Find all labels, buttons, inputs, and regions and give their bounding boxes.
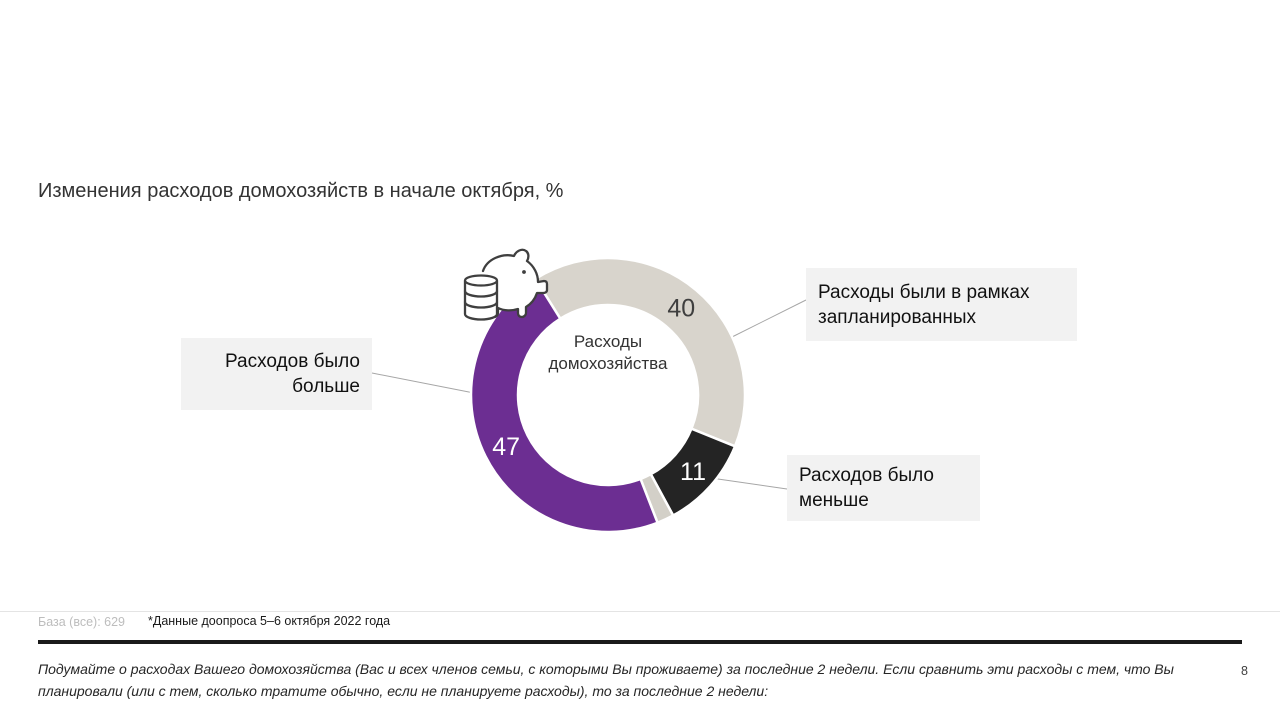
page-title: Изменения расходов домохозяйств в начале… xyxy=(38,180,564,202)
divider-faint xyxy=(0,611,1280,612)
page-number: 8 xyxy=(1241,664,1248,678)
center-label-line1: Расходы xyxy=(573,332,643,351)
callout-planned: Расходы были в рамках запланированных xyxy=(806,268,1077,341)
callout-less: Расходов было меньше xyxy=(787,455,980,521)
divider-thick xyxy=(38,640,1242,644)
donut-segment xyxy=(533,256,747,448)
donut-center-label: Расходы домохозяйства xyxy=(458,331,758,375)
donut-svg: 40 11 47 xyxy=(469,256,747,534)
segment-value-label: 47 xyxy=(492,433,520,461)
segment-value-label: 40 xyxy=(667,295,695,323)
callout-more-label: Расходов было больше xyxy=(225,351,360,397)
center-label-line2: домохозяйства xyxy=(548,354,668,373)
question-text: Подумайте о расходах Вашего домохозяйств… xyxy=(38,661,1174,699)
base-label: База (все): 629 xyxy=(38,615,125,629)
callout-more: Расходов было больше xyxy=(181,338,372,410)
piggy-bank-icon xyxy=(463,248,549,321)
segment-value-label: 11 xyxy=(680,458,706,486)
donut-chart: 40 11 47 Расходы домохозяйства xyxy=(458,245,758,545)
callout-planned-label: Расходы были в рамках запланированных xyxy=(818,281,1030,328)
survey-note-label: *Данные доопроса 5–6 октября 2022 года xyxy=(148,614,391,628)
callout-less-label: Расходов было меньше xyxy=(799,465,934,511)
